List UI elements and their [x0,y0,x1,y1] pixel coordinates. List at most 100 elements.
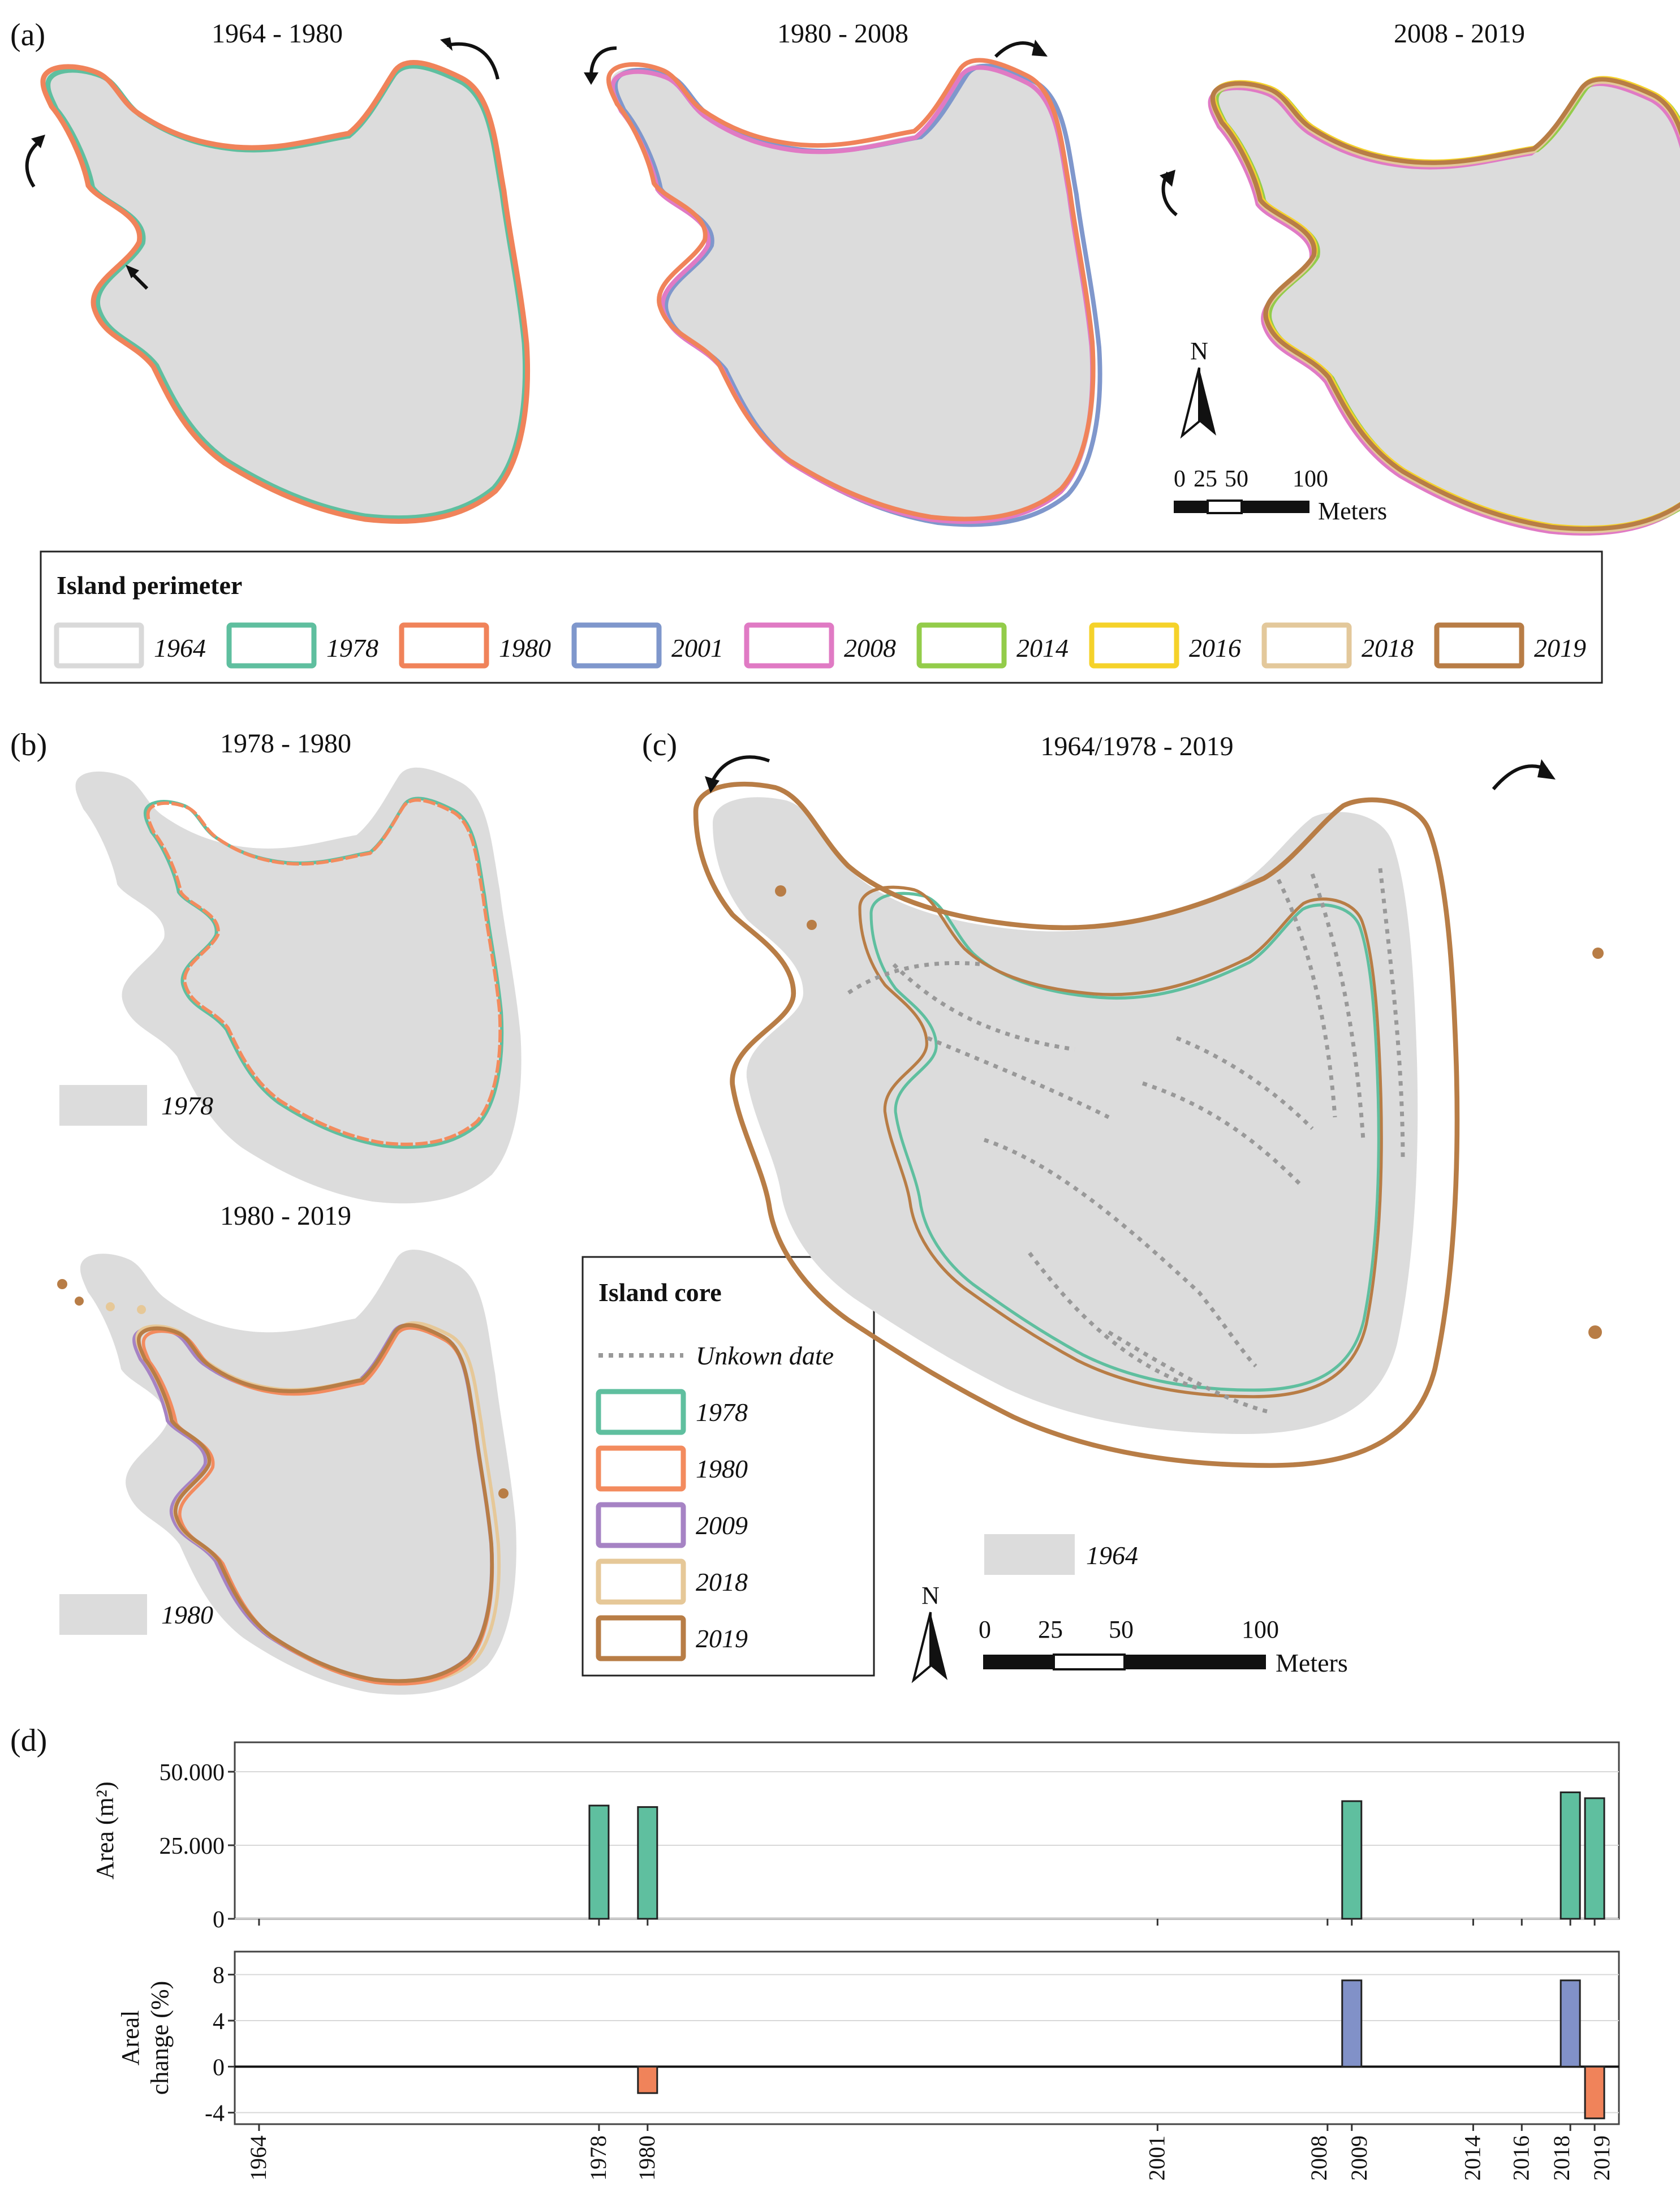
bar-change-1980 [637,2065,658,2094]
scale-tick-50: 50 [1109,1616,1134,1643]
north-arrow-icon [1180,367,1200,439]
y-tick-label: 8 [213,1963,225,1989]
y-tick-label: -4 [205,2101,225,2127]
scale-tick-0: 0 [979,1616,991,1643]
perimeter-legend-swatch-2008 [744,622,834,669]
scale-tick-0: 0 [1174,466,1186,492]
arrow-head-icon [440,37,453,51]
core-legend-swatch-1978 [596,1389,686,1435]
rotation-arrow-icon [711,755,770,782]
panel-b-title-2: 1980 - 2019 [220,1201,351,1231]
x-tick-label-2019: 2019 [1589,2135,1614,2181]
panel-a-map-1964-1980: 1964 - 1980 [25,19,530,523]
perimeter-legend-swatch-1980 [399,622,489,669]
panel-a-title-3: 2008 - 2019 [1394,19,1525,49]
north-arrow-icon [1199,368,1216,436]
rotation-arrow-icon [446,42,499,80]
rotation-arrow-icon [589,46,617,77]
x-tick-label-1980: 1980 [634,2135,660,2181]
perimeter-legend-label-2008: 2008 [844,634,896,662]
perimeter-legend-label-1980: 1980 [499,634,551,662]
panel-a-title-2: 1980 - 2008 [777,19,908,49]
panel-a-map-2008-2019: 2008 - 2019 [1160,19,1680,533]
bar-area-1980 [637,1806,658,1920]
base-label-1964: 1964 [1086,1541,1138,1570]
x-tick-label-1964: 1964 [245,2135,271,2181]
scale-tick-100: 100 [1242,1616,1279,1643]
perimeter-legend-title: Island perimeter [57,571,242,600]
legend-swatch-1980 [59,1594,147,1635]
panel-b-map-1978-1980: 1978 - 1980 1978 [59,729,522,1204]
panel-b: (b) 1978 - 1980 1978 1980 - 2019 [10,727,522,1695]
scale-tick-25: 25 [1038,1616,1063,1643]
north-label: N [921,1582,940,1609]
panel-label-d: (d) [10,1723,47,1758]
x-tick-label-2009: 2009 [1346,2135,1372,2181]
bar-area-1978 [588,1805,610,1920]
panel-a-map-1980-2008: 1980 - 2008 [584,19,1100,524]
scale-unit: Meters [1318,497,1387,525]
perimeter-legend-label-2019: 2019 [1534,634,1586,662]
perimeter-legend-swatch-2018 [1261,622,1352,669]
arrow-head-icon [584,72,598,85]
perimeter-legend-swatch-1964 [54,622,144,669]
panel-b-map-1980-2019: 1980 - 2019 1980 [57,1201,516,1695]
north-arrow-icon [911,1612,932,1683]
bar-change-2009 [1341,1979,1363,2068]
y-tick-label: 4 [213,2009,225,2035]
core-legend-label-1978: 1978 [696,1398,748,1427]
core-legend-swatch-2009 [596,1502,686,1548]
arrow-head-icon [126,265,139,278]
y-axis-label-change: Areal [117,2010,144,2066]
core-legend-label-1980: 1980 [696,1454,748,1483]
arrow-head-icon [31,135,45,148]
bar-change-2019 [1584,2065,1605,2120]
y-axis-label-area: Area (m²) [91,1781,119,1879]
core-legend-label-2009: 2009 [696,1511,748,1540]
y-tick-label: 0 [213,2055,225,2081]
bar-area-2019 [1584,1797,1605,1920]
core-legend-title: Island core [598,1278,722,1307]
core-legend-swatch-2019 [596,1615,686,1661]
chart-frame-1 [234,1950,1620,2125]
legend-swatch-1964 [984,1534,1075,1575]
core-legend-swatch-1980 [596,1445,686,1492]
arrow-head-icon [1032,40,1048,57]
x-tick-label-2016: 2016 [1508,2135,1533,2181]
scale-tick-100: 100 [1293,466,1328,492]
island-1964-fill [1212,79,1680,529]
perimeter-legend-swatch-2019 [1434,622,1524,669]
north-label: N [1190,337,1208,365]
arrow-head-icon [705,776,720,793]
perimeter-legend-swatch-1978 [226,622,317,669]
core-legend-label-2018: 2018 [696,1568,748,1596]
core-legend: Island core Unkown date 1978 1980 2009 2018 2… [581,1256,875,1677]
scale-unit: Meters [1276,1648,1348,1677]
y-tick-label: 25.000 [160,1833,225,1859]
y-tick-label: 50.000 [160,1760,225,1786]
core-legend-label-2019: 2019 [696,1624,748,1653]
arrow-head-icon [1537,759,1556,780]
perimeter-legend-label-1964: 1964 [154,634,206,662]
legend-swatch-1978 [59,1085,147,1126]
bar-change-2018 [1560,1979,1581,2068]
x-tick-label-2008: 2008 [1306,2135,1332,2181]
perimeter-legend-label-2016: 2016 [1189,634,1241,662]
perimeter-legend-swatch-2001 [571,622,662,669]
core-unknown-date [847,868,1405,1414]
base-label-1980: 1980 [161,1600,213,1629]
bar-area-2009 [1341,1800,1363,1920]
panel-label-a: (a) [10,18,45,53]
panel-label-c: (c) [642,727,677,763]
north-arrow-a: N [1180,337,1216,439]
base-label-1978: 1978 [161,1091,213,1120]
x-tick-label-2001: 2001 [1144,2135,1169,2181]
perimeter-legend-label-2018: 2018 [1362,634,1414,662]
chart-frame-0 [234,1741,1620,1920]
perimeter-legend-label-2014: 2014 [1016,634,1069,662]
island-1964-fill [45,63,530,523]
scale-tick-25: 25 [1194,466,1217,492]
arrow-head-icon [1160,170,1175,187]
panel-a-title-1: 1964 - 1980 [212,19,343,49]
island-1964-fill [610,63,1096,523]
